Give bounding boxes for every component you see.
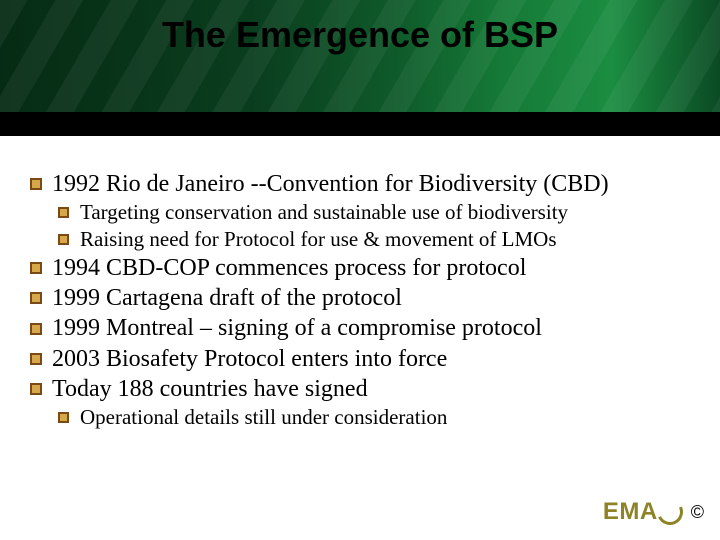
list-item-text: Today 188 countries have signed	[52, 376, 368, 402]
bullet-icon	[58, 412, 69, 423]
list-item: Targeting conservation and sustainable u…	[58, 200, 698, 225]
list-item-text: 1992 Rio de Janeiro --Convention for Bio…	[52, 171, 609, 197]
list-item-text: 1999 Montreal – signing of a compromise …	[52, 315, 542, 341]
list-item-text: Operational details still under consider…	[80, 405, 447, 429]
logo-arc-icon	[659, 501, 679, 521]
copyright-symbol: ©	[691, 502, 704, 523]
list-item: Operational details still under consider…	[58, 405, 698, 430]
list-item: 2003 Biosafety Protocol enters into forc…	[30, 345, 698, 373]
content-area: 1992 Rio de Janeiro --Convention for Bio…	[30, 170, 698, 432]
list-item: 1992 Rio de Janeiro --Convention for Bio…	[30, 170, 698, 198]
slide: The Emergence of BSP 1992 Rio de Janeiro…	[0, 0, 720, 540]
list-item: 1994 CBD-COP commences process for proto…	[30, 254, 698, 282]
list-item-text: Targeting conservation and sustainable u…	[80, 200, 568, 224]
header-black-bar	[0, 112, 720, 136]
bullet-icon	[30, 353, 42, 365]
list-item: 1999 Cartagena draft of the protocol	[30, 284, 698, 312]
footer: EMA ©	[603, 498, 704, 526]
list-item: Raising need for Protocol for use & move…	[58, 227, 698, 252]
slide-title: The Emergence of BSP	[0, 14, 720, 56]
bullet-icon	[58, 207, 69, 218]
list-item-text: 1994 CBD-COP commences process for proto…	[52, 255, 526, 281]
list-item-text: 2003 Biosafety Protocol enters into forc…	[52, 346, 447, 372]
list-item: Today 188 countries have signed	[30, 375, 698, 403]
list-item-text: 1999 Cartagena draft of the protocol	[52, 285, 402, 311]
list-item-text: Raising need for Protocol for use & move…	[80, 227, 557, 251]
logo-text: EMA	[603, 498, 658, 525]
bullet-icon	[30, 178, 42, 190]
logo: EMA	[603, 498, 679, 526]
bullet-icon	[30, 383, 42, 395]
bullet-icon	[30, 323, 42, 335]
list-item: 1999 Montreal – signing of a compromise …	[30, 314, 698, 342]
bullet-icon	[58, 234, 69, 245]
bullet-icon	[30, 262, 42, 274]
bullet-icon	[30, 292, 42, 304]
bullet-list: 1992 Rio de Janeiro --Convention for Bio…	[30, 170, 698, 430]
